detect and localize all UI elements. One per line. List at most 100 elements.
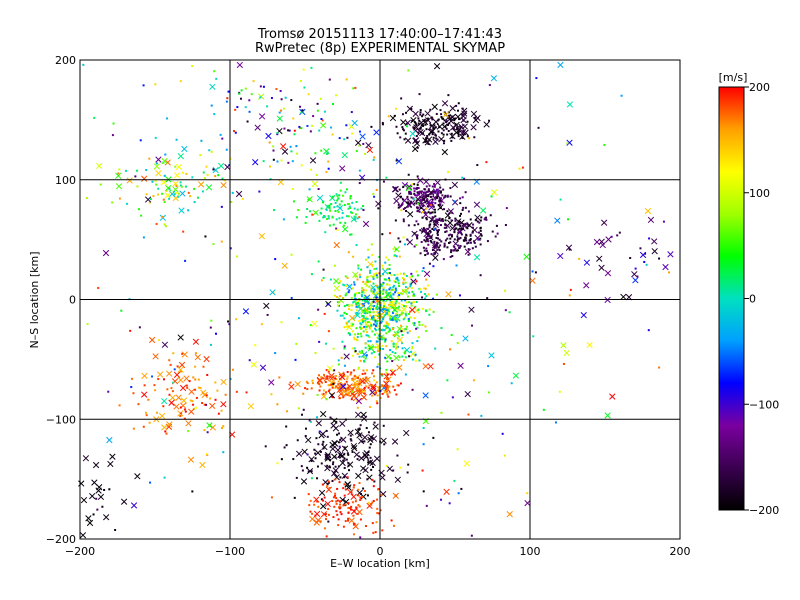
data-point-dot <box>348 394 351 397</box>
data-point-dot <box>248 99 251 102</box>
data-point-dot <box>300 111 303 114</box>
data-point-dot <box>367 320 370 323</box>
data-point-dot <box>370 243 373 246</box>
y-tick-label: −200 <box>46 533 76 546</box>
data-point-dot <box>392 288 395 291</box>
data-point-dot <box>364 308 367 311</box>
data-point-dot <box>335 378 338 381</box>
data-point-dot <box>396 331 399 334</box>
data-point-x-marker <box>404 137 412 144</box>
data-point-dot <box>428 133 431 136</box>
colorbar-label: [m/s] <box>719 71 748 84</box>
data-point-dot <box>316 102 319 105</box>
data-point-dot <box>347 304 350 307</box>
data-point-dot <box>368 384 371 387</box>
y-tick-label: 200 <box>55 54 76 67</box>
data-point-dot <box>409 316 412 319</box>
data-point-dot <box>173 193 176 196</box>
data-point-dot <box>458 130 461 133</box>
data-point-dot <box>450 234 453 237</box>
data-point-dot <box>419 126 422 129</box>
data-point-dot <box>433 228 436 231</box>
data-point-dot <box>455 249 458 252</box>
data-point-dot <box>431 131 434 134</box>
data-point-dot <box>136 185 139 188</box>
data-point-x-marker <box>141 372 148 380</box>
data-point-dot <box>338 203 341 206</box>
data-point-dot <box>323 110 326 113</box>
data-point-dot <box>341 216 344 219</box>
data-point-dot <box>319 97 322 100</box>
data-point-x-marker <box>168 399 175 406</box>
data-point-dot <box>220 409 223 412</box>
data-point-dot <box>472 223 475 226</box>
data-point-dot <box>457 220 460 223</box>
data-point-dot <box>526 492 529 495</box>
data-point-dot <box>370 287 373 290</box>
data-point-dot <box>466 223 469 226</box>
data-point-dot <box>413 324 416 327</box>
data-point-dot <box>454 223 457 226</box>
data-point-x-marker <box>349 314 356 322</box>
data-point-x-marker <box>209 424 217 431</box>
data-point-x-marker <box>605 236 612 243</box>
data-point-dot <box>392 297 395 300</box>
data-point-dot <box>407 317 410 320</box>
data-point-x-marker <box>338 373 346 381</box>
data-point-dot <box>344 520 347 523</box>
data-point-dot <box>364 372 367 375</box>
data-point-dot <box>427 188 430 191</box>
data-point-x-marker <box>347 489 354 496</box>
data-point-dot <box>325 170 328 173</box>
data-point-dot <box>487 391 490 394</box>
data-point-dot <box>382 299 385 302</box>
data-point-dot <box>365 385 368 388</box>
data-point-dot <box>444 230 447 233</box>
data-point-dot <box>423 211 426 214</box>
data-point-dot <box>479 233 482 236</box>
data-point-dot <box>187 430 190 433</box>
data-point-dot <box>322 200 325 203</box>
data-point-x-marker <box>393 197 400 205</box>
data-point-x-marker <box>524 499 531 507</box>
data-point-dot <box>419 288 422 291</box>
data-point-dot <box>389 349 392 352</box>
data-point-dot <box>343 203 346 206</box>
data-point-dot <box>279 89 282 92</box>
data-point-dot <box>473 136 476 139</box>
data-point-dot <box>305 215 308 218</box>
data-point-dot <box>358 355 361 358</box>
data-point-dot <box>396 276 399 279</box>
data-point-x-marker <box>177 153 184 160</box>
data-point-dot <box>99 183 102 186</box>
data-point-dot <box>362 355 365 358</box>
data-point-dot <box>362 204 365 207</box>
data-point-dot <box>306 207 309 210</box>
data-point-dot <box>453 479 456 482</box>
data-point-dot <box>429 108 432 111</box>
data-point-dot <box>392 343 395 346</box>
data-point-dot <box>304 387 307 390</box>
data-point-dot <box>293 200 296 203</box>
data-point-dot <box>398 305 401 308</box>
data-point-dot <box>363 490 366 493</box>
data-point-dot <box>323 373 326 376</box>
data-point-dot <box>354 275 357 278</box>
data-point-dot <box>364 282 367 285</box>
data-point-dot <box>331 133 334 136</box>
data-point-dot <box>300 413 303 416</box>
data-point-dot <box>262 160 265 163</box>
data-point-dot <box>355 506 358 509</box>
data-point-x-marker <box>358 455 365 462</box>
data-point-dot <box>380 321 383 324</box>
data-point-dot <box>407 173 410 176</box>
data-point-dot <box>494 235 497 238</box>
data-point-dot <box>85 197 88 200</box>
data-point-dot <box>477 231 480 234</box>
data-point-dot <box>473 241 476 244</box>
data-point-dot <box>432 190 435 193</box>
data-point-x-marker <box>406 211 414 218</box>
data-point-dot <box>366 331 369 334</box>
data-point-dot <box>479 237 482 240</box>
data-point-dot <box>379 313 382 316</box>
